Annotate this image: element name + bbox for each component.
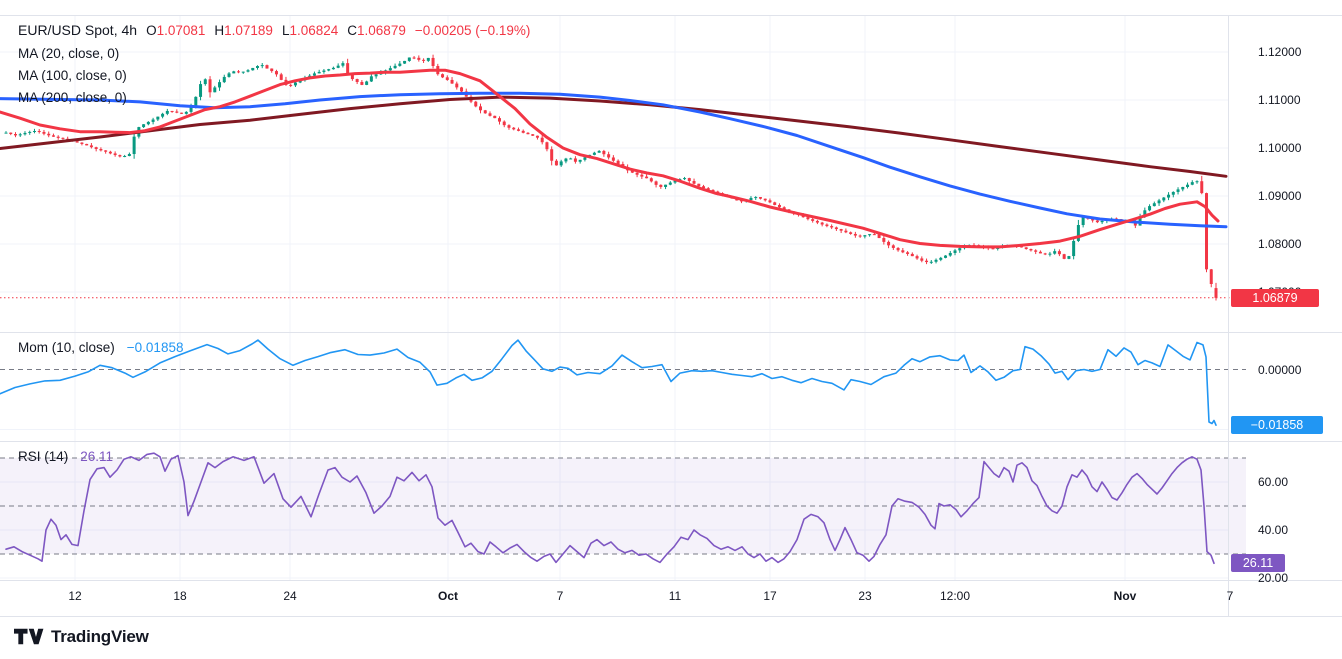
pane-separator-mom[interactable] [0,332,1342,333]
low-value: 1.06824 [289,23,339,38]
time-tick-label: 12:00 [939,589,971,603]
momentum-tick-label: 0.00000 [1258,363,1302,377]
high-label: H [214,23,225,38]
momentum-value-tag: −0.01858 [1231,416,1323,434]
symbol-title[interactable]: EUR/USD Spot, 4h [18,22,138,38]
tradingview-brand-text: TradingView [51,626,149,646]
time-tick-label: 11 [668,589,682,603]
time-tick-label: 7 [1226,589,1234,603]
rsi-value-tag: 26.11 [1231,554,1285,572]
close-label: C [347,23,358,38]
legend-ma200-row[interactable]: MA (200, close, 0) [18,89,127,107]
ma20-label: MA (20, close, 0) [18,46,120,61]
tradingview-logo-icon [14,628,44,645]
price-tick-label: 1.09000 [1258,189,1302,203]
open-value: 1.07081 [156,23,206,38]
time-tick-label: 17 [763,589,777,603]
rsi-tick-label: 20.00 [1258,571,1289,585]
price-tick-label: 1.11000 [1258,93,1301,107]
price-axis-border [1228,15,1229,616]
momentum-label: Mom (10, close) [18,340,115,355]
time-tick-label: 23 [858,589,872,603]
rsi-value: 26.11 [80,449,114,464]
chart-bottom-border [0,616,1342,617]
change-value: −0.00205 (−0.19%) [414,23,531,38]
legend-rsi-row[interactable]: RSI (14) 26.11 [18,448,113,466]
pane-separator-rsi[interactable] [0,441,1342,442]
open-label: O [146,23,157,38]
time-tick-label: 12 [68,589,82,603]
time-tick-label: Oct [437,589,459,603]
rsi-tick-label: 40.00 [1258,523,1289,537]
last-price-tag: 1.06879 [1231,289,1319,307]
time-tick-label: 18 [173,589,187,603]
legend-ma100-row[interactable]: MA (100, close, 0) [18,67,127,85]
price-tick-label: 1.12000 [1258,45,1302,59]
rsi-label: RSI (14) [18,449,69,464]
price-tick-label: 1.10000 [1258,141,1302,155]
ma200-label: MA (200, close, 0) [18,90,127,105]
time-axis[interactable]: 12 18 24 Oct 7 11 17 23 12:00 Nov 7 [0,580,1342,616]
pane-separator-timeaxis [0,580,1342,581]
legend-momentum-row[interactable]: Mom (10, close) −0.01858 [18,339,183,357]
high-value: 1.07189 [224,23,273,38]
tradingview-attribution[interactable]: TradingView [14,626,149,647]
ma100-label: MA (100, close, 0) [18,68,127,83]
price-axis[interactable]: 1.120001.110001.100001.090001.080001.070… [1229,15,1342,616]
close-value: 1.06879 [357,23,406,38]
legend-symbol-row[interactable]: EUR/USD Spot, 4h O1.07081 H1.07189 L1.06824… [18,21,530,40]
momentum-value: −0.01858 [126,340,184,355]
price-tick-label: 1.08000 [1258,237,1302,251]
rsi-tick-label: 60.00 [1258,475,1289,489]
time-tick-label: 7 [556,589,564,603]
legend-ma20-row[interactable]: MA (20, close, 0) [18,45,119,63]
time-tick-label: 24 [283,589,297,603]
low-label: L [281,23,290,38]
chart-top-border [0,15,1342,16]
time-tick-label: Nov [1113,589,1137,603]
